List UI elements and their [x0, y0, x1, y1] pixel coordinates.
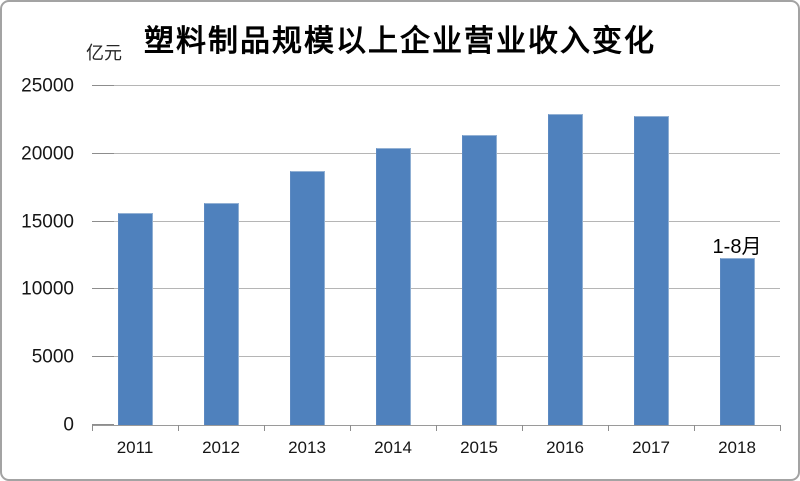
- x-axis-tick-5: [522, 425, 523, 431]
- plot-area: 0 5000 10000 15000 20000 25000 2011 2012 2013 201…: [21, 77, 781, 456]
- y-axis-label-10000: 10000: [21, 278, 74, 300]
- x-axis-tick-7: [694, 425, 695, 431]
- gridline-10000: [114, 288, 780, 290]
- bar-2012: [203, 202, 239, 425]
- x-axis-label-2018: 2018: [718, 438, 756, 457]
- bar-2014: [375, 148, 411, 425]
- y-axis-tick-15000: [92, 220, 114, 222]
- chart-title: 塑料制品规模以上企业营业收入变化: [144, 25, 656, 58]
- bar-annotation-2018: 1-8月: [712, 236, 762, 259]
- bar-2013: [289, 171, 325, 425]
- bar-2015: [461, 134, 497, 425]
- x-axis-tick-1: [178, 425, 179, 431]
- y-axis-tick-0: [92, 424, 114, 425]
- bar-2016: [547, 114, 583, 425]
- y-axis-label-5000: 5000: [31, 346, 74, 368]
- x-axis-tick-8: [780, 425, 781, 431]
- y-axis-label-20000: 20000: [21, 143, 74, 165]
- bar-2017: [633, 115, 669, 425]
- x-axis-tick-6: [608, 425, 609, 431]
- x-axis-label-2015: 2015: [460, 438, 498, 457]
- bar-2018: [719, 258, 755, 425]
- y-axis-tick-25000: [92, 85, 114, 86]
- gridline-5000: [114, 356, 780, 358]
- y-axis-tick-10000: [92, 288, 114, 290]
- y-axis-label-0: 0: [63, 414, 74, 436]
- gridline-20000: [114, 152, 780, 154]
- y-axis-tick-5000: [92, 356, 114, 358]
- x-axis-label-2012: 2012: [202, 438, 240, 457]
- gridline-25000: [114, 85, 780, 86]
- bar-2011: [117, 213, 153, 425]
- x-axis-tick-4: [436, 425, 437, 431]
- y-axis-tick-20000: [92, 152, 114, 154]
- x-axis-tick-2: [264, 425, 265, 431]
- y-axis-unit-label: 亿元: [86, 43, 122, 63]
- x-axis-label-2016: 2016: [546, 438, 584, 457]
- y-axis-label-25000: 25000: [21, 75, 74, 97]
- x-axis-label-2014: 2014: [374, 438, 412, 457]
- x-axis-label-2017: 2017: [632, 438, 670, 457]
- x-axis-tick-3: [350, 425, 351, 431]
- y-axis-label-15000: 15000: [21, 211, 74, 233]
- x-axis-tick-0: [92, 425, 93, 431]
- gridline-15000: [114, 220, 780, 222]
- x-axis-label-2011: 2011: [116, 438, 154, 457]
- x-axis-label-2013: 2013: [288, 438, 326, 457]
